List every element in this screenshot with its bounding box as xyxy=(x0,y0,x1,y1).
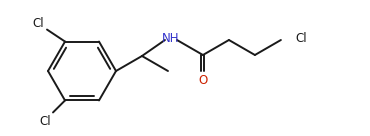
Text: Cl: Cl xyxy=(39,115,51,128)
Text: O: O xyxy=(198,73,208,86)
Text: Cl: Cl xyxy=(295,33,306,46)
Text: NH: NH xyxy=(162,32,180,44)
Text: Cl: Cl xyxy=(32,17,44,30)
